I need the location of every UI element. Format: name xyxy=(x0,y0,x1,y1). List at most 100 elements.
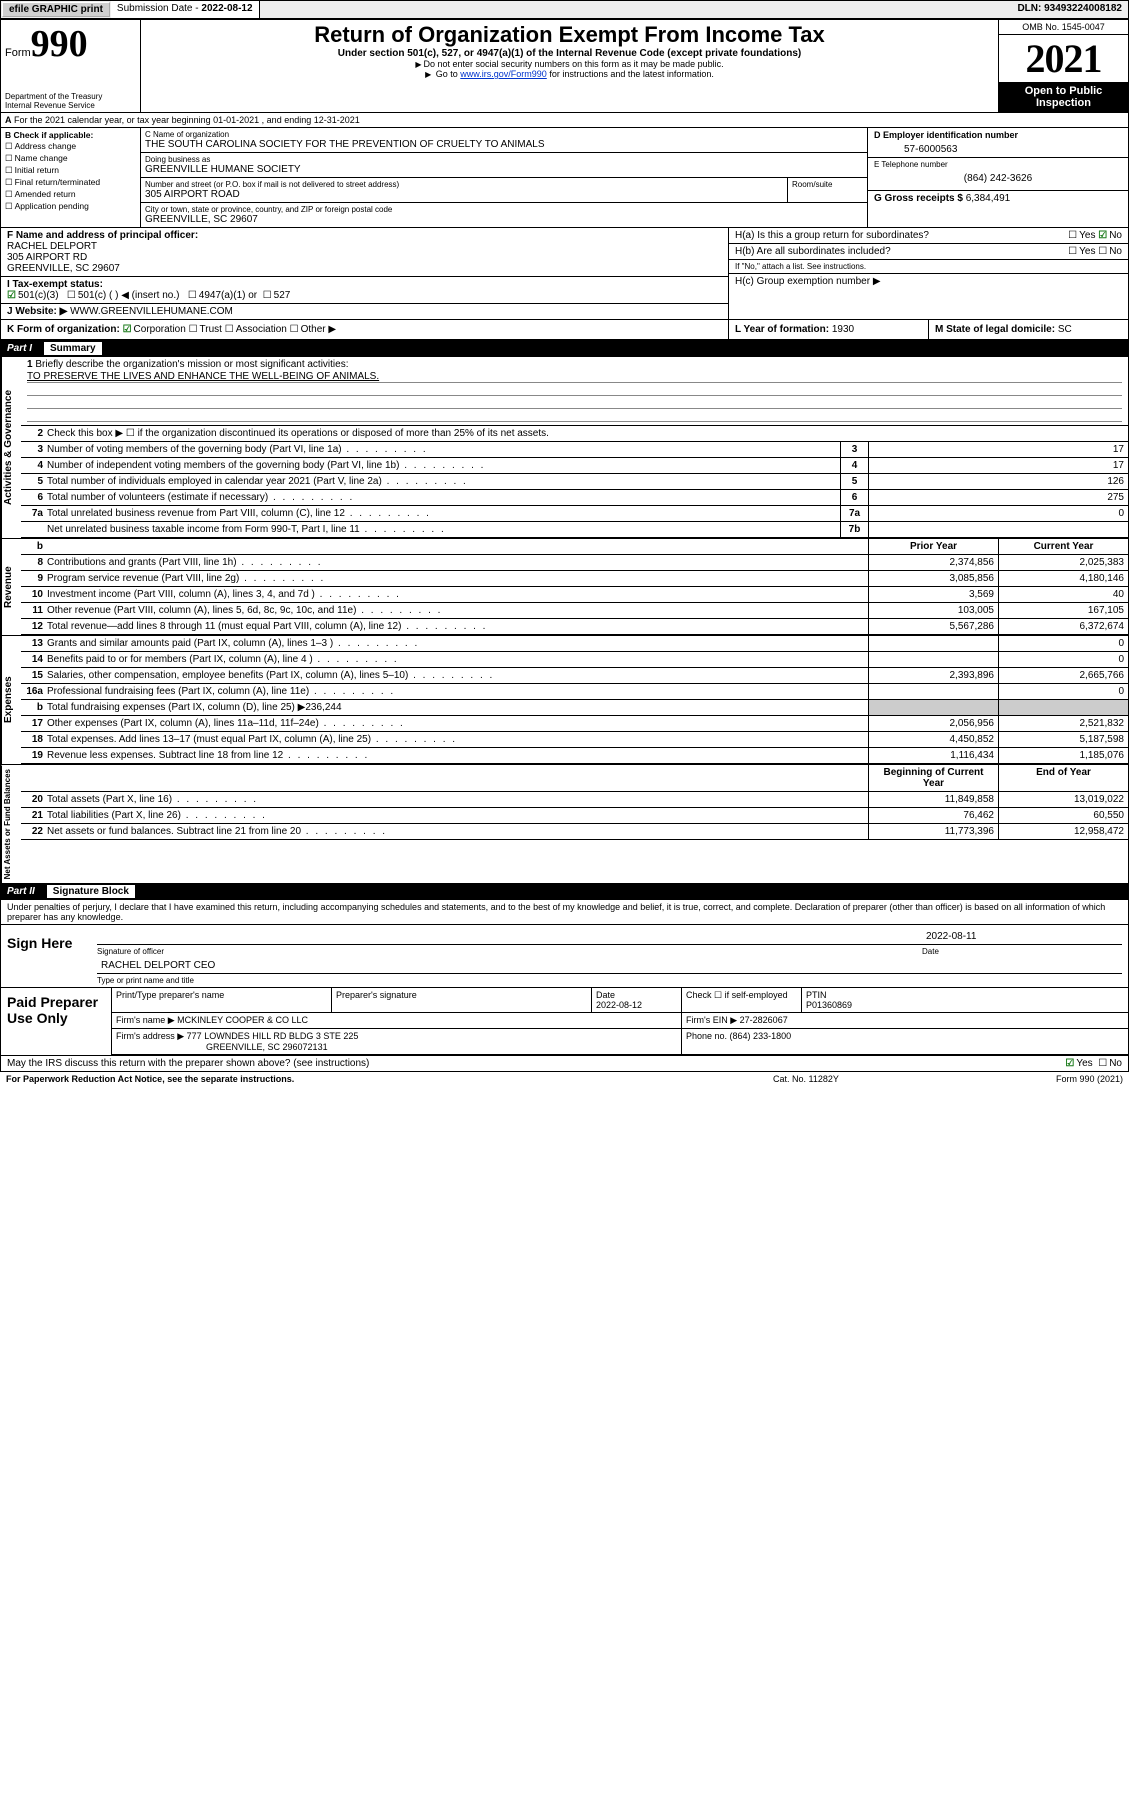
efile-print-button[interactable]: efile GRAPHIC print xyxy=(2,2,110,17)
table-row: 11Other revenue (Part VIII, column (A), … xyxy=(21,603,1128,619)
chk-527[interactable]: 527 xyxy=(263,290,291,301)
section-l: L Year of formation: 1930 xyxy=(728,320,928,339)
note-ssn: Do not enter social security numbers on … xyxy=(147,59,992,69)
form-990: 990 xyxy=(31,23,88,65)
public-inspection: Open to Public Inspection xyxy=(999,82,1128,112)
ha-no[interactable]: No xyxy=(1098,230,1122,241)
discuss-no[interactable]: No xyxy=(1098,1058,1122,1069)
table-row: 22Net assets or fund balances. Subtract … xyxy=(21,824,1128,840)
section-j: J Website: ▶ WWW.GREENVILLEHUMANE.COM xyxy=(1,304,728,319)
hc-label: H(c) Group exemption number ▶ xyxy=(735,276,1122,287)
penalty-statement: Under penalties of perjury, I declare th… xyxy=(1,900,1128,925)
sign-date: 2022-08-11 xyxy=(922,929,1122,944)
dba-value: GREENVILLE HUMANE SOCIETY xyxy=(145,164,863,175)
paid-preparer-block: Paid Preparer Use Only Print/Type prepar… xyxy=(1,988,1128,1055)
col-current-year: Current Year xyxy=(998,539,1128,554)
gross-receipts: G Gross receipts $ 6,384,491 xyxy=(868,190,1128,206)
ha-label: H(a) Is this a group return for subordin… xyxy=(735,230,1022,241)
bottom-line: For Paperwork Reduction Act Notice, see … xyxy=(0,1072,1129,1086)
firm-phone: (864) 233-1800 xyxy=(730,1031,792,1041)
section-f: F Name and address of principal officer:… xyxy=(1,228,728,277)
prep-self-emp: Check ☐ if self-employed xyxy=(682,988,802,1012)
form-label: Form xyxy=(5,47,31,59)
submission-date-value: 2022-08-12 xyxy=(201,3,252,14)
officer-name: RACHEL DELPORT xyxy=(7,241,97,252)
col-prior-year: Prior Year xyxy=(868,539,998,554)
header-right: OMB No. 1545-0047 2021 Open to Public In… xyxy=(998,20,1128,112)
ein-value: 57-6000563 xyxy=(874,140,1122,155)
form-subtitle: Under section 501(c), 527, or 4947(a)(1)… xyxy=(147,48,992,59)
chk-trust[interactable]: Trust xyxy=(189,324,222,335)
part1-header: Part I Summary xyxy=(1,340,1128,357)
chk-corp[interactable]: Corporation xyxy=(123,324,186,335)
org-name: THE SOUTH CAROLINA SOCIETY FOR THE PREVE… xyxy=(145,139,863,150)
dept-treasury: Department of the Treasury Internal Reve… xyxy=(5,92,136,110)
form-header: Form990 Department of the Treasury Inter… xyxy=(1,20,1128,113)
pra-notice: For Paperwork Reduction Act Notice, see … xyxy=(6,1074,773,1084)
row-klm: K Form of organization: Corporation Trus… xyxy=(1,320,1128,340)
governance-section: Activities & Governance 1 Briefly descri… xyxy=(1,357,1128,538)
prep-date: 2022-08-12 xyxy=(596,1000,642,1010)
section-c: C Name of organization THE SOUTH CAROLIN… xyxy=(141,128,868,227)
section-b-label: B Check if applicable: xyxy=(5,130,93,140)
table-row: 20Total assets (Part X, line 16)11,849,8… xyxy=(21,792,1128,808)
chk-4947[interactable]: 4947(a)(1) or xyxy=(188,290,257,301)
netassets-section: Net Assets or Fund Balances Beginning of… xyxy=(1,764,1128,883)
part2-header: Part II Signature Block xyxy=(1,883,1128,900)
irs-link[interactable]: www.irs.gov/Form990 xyxy=(460,69,547,79)
firm-name: MCKINLEY COOPER & CO LLC xyxy=(177,1015,308,1025)
submission-date-label: Submission Date - xyxy=(117,3,201,14)
dln-value: 93493224008182 xyxy=(1044,3,1122,14)
dln: DLN: 93493224008182 xyxy=(1011,1,1128,18)
hb-note: If "No," attach a list. See instructions… xyxy=(735,262,1122,271)
section-h: H(a) Is this a group return for subordin… xyxy=(728,228,1128,319)
phone-value: (864) 242-3626 xyxy=(874,169,1122,188)
chk-name-change[interactable]: Name change xyxy=(5,153,136,164)
paid-preparer-label: Paid Preparer Use Only xyxy=(1,988,111,1055)
note-link: Go to www.irs.gov/Form990 for instructio… xyxy=(147,69,992,79)
table-row: 15Salaries, other compensation, employee… xyxy=(21,668,1128,684)
chk-assoc[interactable]: Association xyxy=(225,324,287,335)
table-row: 13Grants and similar amounts paid (Part … xyxy=(21,636,1128,652)
hb-no[interactable]: No xyxy=(1098,246,1122,257)
form-page: Form990 Department of the Treasury Inter… xyxy=(0,19,1129,1072)
chk-501c3[interactable]: 501(c)(3) xyxy=(7,290,59,301)
firm-addr2: GREENVILLE, SC 296072131 xyxy=(116,1042,328,1052)
chk-final-return[interactable]: Final return/terminated xyxy=(5,177,136,188)
tax-year: 2021 xyxy=(999,35,1128,82)
col-fij: F Name and address of principal officer:… xyxy=(1,228,728,319)
chk-address-change[interactable]: Address change xyxy=(5,141,136,152)
firm-ein: 27-2826067 xyxy=(740,1015,788,1025)
col-eoy: End of Year xyxy=(998,765,1128,791)
city-box: City or town, state or province, country… xyxy=(141,202,867,227)
city-label: City or town, state or province, country… xyxy=(145,205,863,214)
table-row: 6Total number of volunteers (estimate if… xyxy=(21,490,1128,506)
chk-app-pending[interactable]: Application pending xyxy=(5,201,136,212)
hb-yes[interactable]: Yes xyxy=(1068,246,1095,257)
mission-text: TO PRESERVE THE LIVES AND ENHANCE THE WE… xyxy=(27,371,1122,383)
table-row: 17Other expenses (Part IX, column (A), l… xyxy=(21,716,1128,732)
form-title: Return of Organization Exempt From Incom… xyxy=(147,22,992,48)
discuss-yes[interactable]: Yes xyxy=(1065,1058,1092,1069)
table-row: 7aTotal unrelated business revenue from … xyxy=(21,506,1128,522)
officer-printed: RACHEL DELPORT CEO xyxy=(97,958,219,973)
form-ref: Form 990 (2021) xyxy=(973,1074,1123,1084)
sign-here-label: Sign Here xyxy=(1,925,91,987)
addr-value: 305 AIRPORT ROAD xyxy=(145,189,783,200)
sign-here-block: Sign Here 2022-08-11 Signature of office… xyxy=(1,925,1128,988)
chk-501c[interactable]: 501(c) ( ) ◀ (insert no.) xyxy=(67,290,180,301)
section-k: K Form of organization: Corporation Trus… xyxy=(1,320,728,339)
col-boy: Beginning of Current Year xyxy=(868,765,998,791)
chk-amended[interactable]: Amended return xyxy=(5,189,136,200)
table-row: 3Number of voting members of the governi… xyxy=(21,442,1128,458)
ha-yes[interactable]: Yes xyxy=(1068,230,1095,241)
printed-name-label: Type or print name and title xyxy=(97,976,1122,985)
chk-other[interactable]: Other ▶ xyxy=(290,324,336,335)
chk-initial-return[interactable]: Initial return xyxy=(5,165,136,176)
table-row: 12Total revenue—add lines 8 through 11 (… xyxy=(21,619,1128,635)
section-b-checkboxes: B Check if applicable: Address change Na… xyxy=(1,128,141,227)
dln-label: DLN: xyxy=(1017,3,1044,14)
header-left: Form990 Department of the Treasury Inter… xyxy=(1,20,141,112)
dba-box: Doing business as GREENVILLE HUMANE SOCI… xyxy=(141,153,867,178)
website: WWW.GREENVILLEHUMANE.COM xyxy=(70,306,233,317)
